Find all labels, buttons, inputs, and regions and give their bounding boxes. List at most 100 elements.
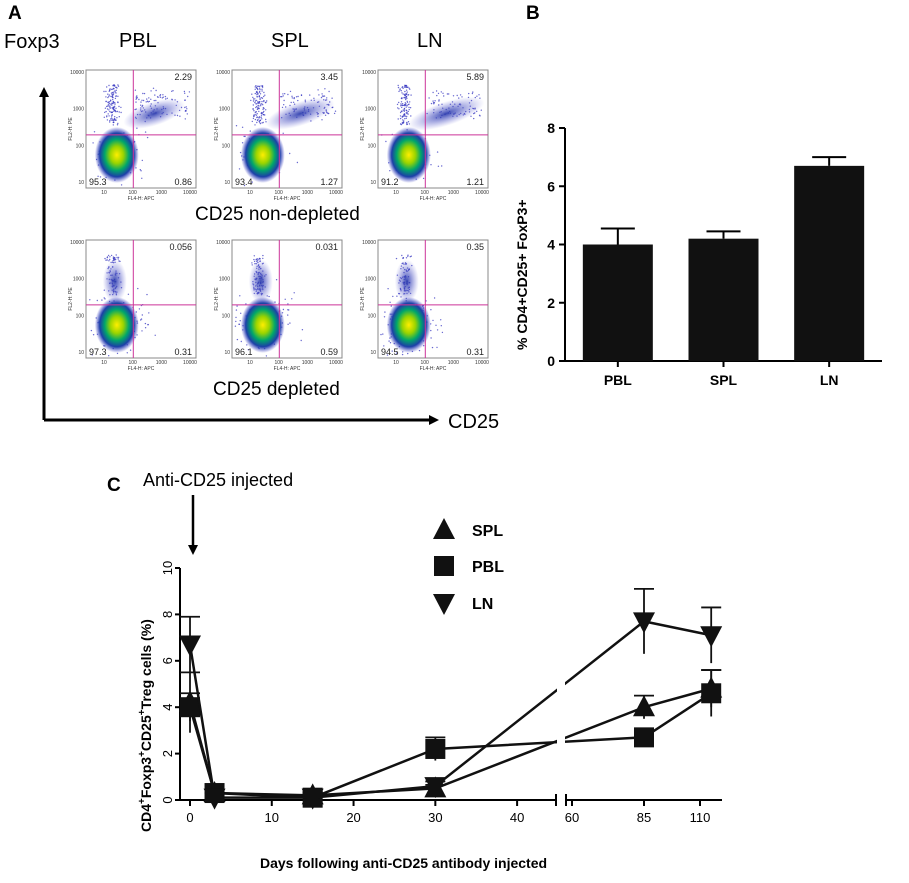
line-x-tick-label: 60: [565, 810, 579, 825]
flow-x-tick: 10000: [183, 360, 197, 366]
flow-y-tick: 10000: [362, 70, 376, 76]
legend-item-spl: SPL: [433, 518, 503, 540]
quadrant-lower-left: 94.5: [381, 347, 399, 357]
quadrant-lower-left: 95.3: [89, 177, 107, 187]
line-x-tick-label: 40: [510, 810, 524, 825]
flow-x-axis-label: FL4-H: APC: [274, 196, 301, 202]
line-x-tick-label: 110: [690, 810, 711, 825]
flow-y-tick: 10000: [216, 240, 230, 246]
line-y-tick-label: 10: [160, 561, 175, 575]
bar-y-tick-label: 8: [547, 120, 555, 136]
legend-item-pbl: PBL: [434, 556, 504, 576]
panel-b: B % CD4+CD25+ FoxP3+ 0 2 4 6 8 PBL SPL LN: [514, 3, 882, 388]
line-y-tick-label: 2: [160, 750, 175, 757]
flow-x-tick: 1000: [302, 360, 313, 366]
series-pbl: [180, 669, 722, 808]
square-marker: [180, 697, 200, 718]
flow-y-tick: 1000: [73, 107, 84, 113]
bar-y-axis-title: % CD4+CD25+ FoxP3+: [514, 199, 530, 350]
flow-x-tick: 100: [420, 190, 429, 196]
square-marker: [425, 738, 446, 759]
cell-density-blob: [240, 126, 285, 183]
flow-x-tick: 100: [128, 360, 137, 366]
line-y-tick-label: 8: [160, 611, 175, 618]
flow-x-tick: 10000: [475, 360, 489, 366]
quadrant-lower-right: 0.31: [174, 347, 192, 357]
flow-y-tick: 100: [76, 143, 85, 149]
bar-pbl: [582, 244, 653, 361]
legend-label: PBL: [472, 559, 504, 576]
bar-y-tick-label: 2: [547, 295, 555, 311]
flow-plot-frame: [85, 69, 197, 189]
flow-y-axis-label: FL2-H: PE: [68, 287, 74, 311]
legend-label: SPL: [472, 523, 503, 540]
flow-x-tick: 10000: [475, 190, 489, 196]
quadrant-lower-right: 0.31: [466, 347, 484, 357]
flow-plot: 0.056 97.3 0.31 10000 1000 100 10 10 100 1000 1000…: [68, 239, 197, 372]
injection-annotation: Anti-CD25 injected: [143, 470, 293, 490]
flow-x-axis-label: FL4-H: APC: [274, 366, 301, 372]
flow-y-tick: 100: [222, 143, 231, 149]
flow-y-axis-label: FL2-H: PE: [360, 117, 366, 141]
flow-x-tick: 1000: [448, 190, 459, 196]
square-marker: [434, 556, 454, 576]
triangle-up-marker: [633, 695, 655, 717]
quadrant-upper-right: 5.89: [466, 72, 484, 82]
flow-y-tick: 10000: [70, 240, 84, 246]
quadrant-upper-right: 0.35: [466, 242, 484, 252]
flow-y-axis-label: FL2-H: PE: [214, 287, 220, 311]
triangle-down-marker: [301, 788, 324, 810]
panel-letter-a: A: [8, 3, 22, 24]
series-ln: [179, 587, 723, 810]
quadrant-lower-right: 0.86: [174, 177, 192, 187]
panel-a: A Foxp3 PBL SPL LN CD25 CD25 non-deplete…: [4, 3, 499, 433]
flow-x-tick: 1000: [302, 190, 313, 196]
triangle-down-marker: [424, 777, 447, 799]
flow-y-tick: 10: [224, 180, 230, 186]
flow-y-axis-label: FL2-H: PE: [214, 117, 220, 141]
line-x-tick-label: 85: [637, 810, 651, 825]
foxp3-axis-label: Foxp3: [4, 31, 60, 53]
flow-x-axis-label: FL4-H: APC: [420, 196, 447, 202]
flow-x-tick: 10000: [329, 360, 343, 366]
quadrant-upper-right: 3.45: [320, 72, 338, 82]
flow-x-axis-label: FL4-H: APC: [128, 366, 155, 372]
bar-category-label: LN: [820, 372, 839, 388]
triangle-up-marker: [433, 518, 455, 539]
flow-y-axis-label: FL2-H: PE: [68, 117, 74, 141]
bar-category-label: SPL: [710, 372, 738, 388]
line-x-tick-label: 30: [428, 810, 442, 825]
triangle-down-marker: [700, 626, 723, 648]
line-y-tick-label: 0: [160, 796, 175, 803]
cell-density-blob: [386, 126, 431, 183]
panel-letter-b: B: [526, 3, 540, 24]
row-label-depleted: CD25 depleted: [213, 379, 340, 400]
row-label-non-depleted: CD25 non-depleted: [195, 204, 360, 225]
flow-y-tick: 10: [224, 350, 230, 356]
square-marker: [701, 683, 722, 704]
flow-x-tick: 10: [247, 190, 253, 196]
flow-y-tick: 10000: [362, 240, 376, 246]
flow-x-tick: 10: [393, 190, 399, 196]
flow-x-tick: 10: [101, 360, 107, 366]
bar-chart: % CD4+CD25+ FoxP3+ 0 2 4 6 8 PBL SPL LN: [514, 120, 882, 388]
quadrant-lower-left: 97.3: [89, 347, 107, 357]
line-x-tick-label: 20: [346, 810, 360, 825]
series-line: [188, 687, 712, 797]
triangle-down-marker: [203, 788, 226, 810]
flow-y-tick: 1000: [219, 107, 230, 113]
flow-x-tick: 100: [274, 190, 283, 196]
quadrant-lower-right: 1.21: [466, 177, 484, 187]
flow-plot: 3.45 93.4 1.27 10000 1000 100 10 10 100 1000 10000…: [214, 69, 343, 202]
line-x-tick-label: 10: [265, 810, 279, 825]
quadrant-lower-right: 1.27: [320, 177, 338, 187]
flow-y-tick: 10: [370, 180, 376, 186]
bar-y-tick-label: 6: [547, 178, 555, 194]
line-chart: CD4+Foxp3+CD25+Treg cells (%) Days follo…: [137, 518, 723, 871]
flow-y-tick: 1000: [219, 277, 230, 283]
line-y-axis-title: CD4+Foxp3+CD25+Treg cells (%): [137, 619, 154, 832]
quadrant-lower-left: 96.1: [235, 347, 253, 357]
flow-x-axis-label: FL4-H: APC: [420, 366, 447, 372]
